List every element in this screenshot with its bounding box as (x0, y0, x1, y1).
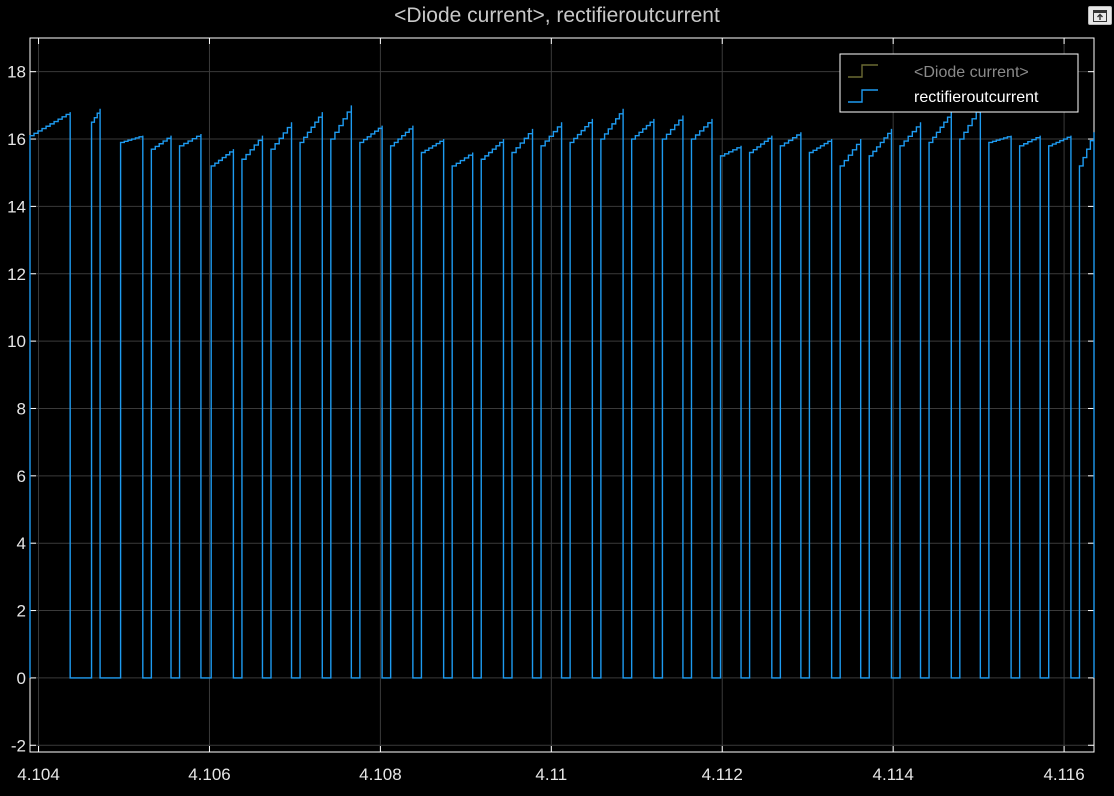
y-tick-label: 12 (7, 265, 26, 284)
x-tick-label: 4.116 (1043, 765, 1084, 784)
x-tick-label: 4.11 (535, 765, 567, 784)
chart-title: <Diode current>, rectifieroutcurrent (394, 4, 720, 27)
y-tick-label: 8 (17, 399, 26, 418)
undock-button[interactable] (1088, 6, 1112, 25)
y-tick-label: 14 (7, 197, 26, 216)
legend-label-0: <Diode current> (914, 64, 1029, 81)
undock-icon (1093, 9, 1107, 22)
x-tick-label: 4.112 (702, 765, 743, 784)
x-tick-label: 4.104 (17, 765, 60, 784)
legend-box (839, 53, 1079, 113)
y-tick-label: 0 (17, 669, 26, 688)
y-tick-label: 4 (17, 534, 26, 553)
y-tick-label: 6 (17, 467, 26, 486)
y-tick-label: 2 (17, 602, 26, 621)
legend-label-1: rectifieroutcurrent (914, 89, 1039, 106)
x-tick-label: 4.108 (359, 765, 402, 784)
y-tick-label: 18 (7, 63, 26, 82)
y-tick-label: -2 (11, 736, 26, 755)
legend-swatch-0 (848, 64, 878, 78)
x-tick-label: 4.114 (873, 765, 914, 784)
x-tick-label: 4.106 (188, 765, 231, 784)
series-line-rectifieroutcurrent (29, 105, 1095, 679)
legend-swatch-1 (848, 89, 878, 103)
y-tick-label: 16 (7, 130, 26, 149)
y-tick-label: 10 (7, 332, 26, 351)
